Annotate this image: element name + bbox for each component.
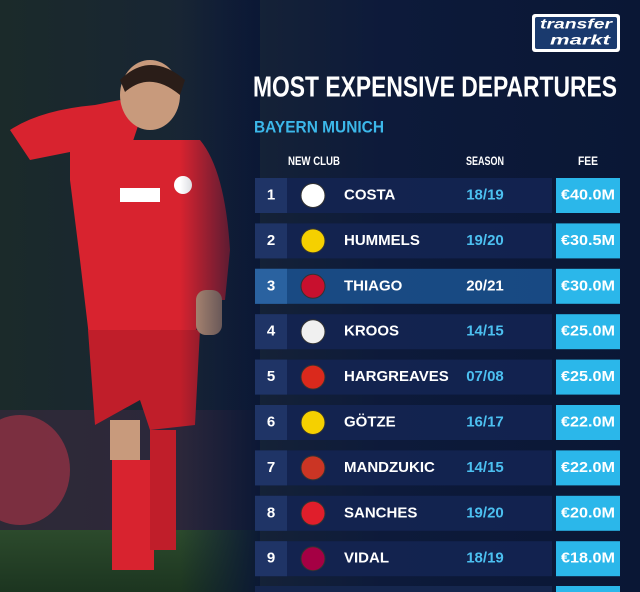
club-crest bbox=[300, 319, 326, 345]
club-crest bbox=[300, 500, 326, 526]
fee-box bbox=[556, 495, 620, 531]
logo: transfer markt bbox=[532, 14, 620, 52]
rank: 4 bbox=[267, 323, 276, 340]
table-row: 8 SANCHES 19/20 €20.0M bbox=[255, 495, 620, 531]
player-name: GÖTZE bbox=[344, 413, 396, 430]
player-name: HUMMELS bbox=[344, 232, 420, 249]
rank-box bbox=[255, 359, 287, 395]
club-crest bbox=[300, 273, 326, 299]
rank-box bbox=[255, 495, 287, 531]
logo-text: transfer bbox=[540, 16, 614, 32]
fee: €40.0M bbox=[561, 186, 615, 203]
subtitle: BAYERN MUNICH bbox=[254, 117, 384, 136]
table-row: 7 MANDZUKIC 14/15 €22.0M bbox=[255, 450, 620, 486]
fee: €25.0M bbox=[561, 368, 615, 385]
table-row: 6 GÖTZE 16/17 €22.0M bbox=[255, 405, 620, 440]
title: MOST EXPENSIVE DEPARTURES bbox=[253, 72, 617, 104]
logo-text: markt bbox=[550, 32, 612, 48]
rank-box bbox=[255, 314, 287, 350]
row-background bbox=[255, 541, 552, 577]
season: 19/20 bbox=[466, 504, 504, 521]
fee-box bbox=[556, 405, 620, 440]
rank-box bbox=[255, 405, 287, 440]
rank-box bbox=[255, 541, 287, 577]
rank: 6 bbox=[267, 413, 275, 430]
player-name: THIAGO bbox=[344, 277, 403, 294]
season: 14/15 bbox=[466, 323, 504, 340]
next-row-strip bbox=[556, 586, 620, 592]
rank-box bbox=[255, 223, 287, 259]
fee: €30.5M bbox=[561, 232, 615, 249]
fee: €22.0M bbox=[561, 459, 615, 476]
column-header: NEW CLUB bbox=[288, 154, 340, 168]
crowd-blur bbox=[0, 415, 70, 525]
rank-box bbox=[255, 268, 287, 304]
column-header: SEASON bbox=[466, 154, 504, 168]
club-crest bbox=[300, 455, 326, 481]
player-name: VIDAL bbox=[344, 550, 389, 567]
fee: €30.0M bbox=[561, 277, 615, 294]
club-crest bbox=[300, 546, 326, 572]
player-name: SANCHES bbox=[344, 504, 417, 521]
rank: 7 bbox=[267, 459, 275, 476]
table: 1 COSTA 18/19 €40.0M 2 HUMMELS 19/20 €30.5M 3 THI… bbox=[255, 178, 620, 577]
column-header: FEE bbox=[578, 154, 598, 168]
player-name: HARGREAVES bbox=[344, 368, 449, 385]
row-background bbox=[255, 268, 552, 304]
fade-overlay bbox=[180, 0, 260, 592]
logo-inner bbox=[535, 17, 617, 49]
next-row-strip bbox=[255, 586, 552, 592]
table-row: 2 HUMMELS 19/20 €30.5M bbox=[255, 223, 620, 259]
rank: 1 bbox=[267, 186, 275, 203]
season: 20/21 bbox=[466, 277, 504, 294]
club-crest bbox=[300, 228, 326, 254]
season: 19/20 bbox=[466, 232, 504, 249]
club-crest bbox=[300, 410, 326, 435]
rank: 9 bbox=[267, 550, 275, 567]
player-name: MANDZUKIC bbox=[344, 459, 435, 476]
fee-box bbox=[556, 268, 620, 304]
season: 18/19 bbox=[466, 186, 504, 203]
table-row: 3 THIAGO 20/21 €30.0M bbox=[255, 268, 620, 304]
fee: €18.0M bbox=[561, 550, 615, 567]
fee: €20.0M bbox=[561, 504, 615, 521]
table-row: 1 COSTA 18/19 €40.0M bbox=[255, 178, 620, 213]
season: 14/15 bbox=[466, 459, 504, 476]
fee-box bbox=[556, 541, 620, 577]
rank: 5 bbox=[267, 368, 275, 385]
rank: 2 bbox=[267, 232, 275, 249]
club-crest bbox=[300, 364, 326, 390]
table-row: 9 VIDAL 18/19 €18.0M bbox=[255, 541, 620, 577]
club-crest bbox=[300, 183, 326, 208]
season: 16/17 bbox=[466, 413, 504, 430]
row-background bbox=[255, 405, 552, 440]
table-row: 4 KROOS 14/15 €25.0M bbox=[255, 314, 620, 350]
rank-box bbox=[255, 178, 287, 213]
player-name: COSTA bbox=[344, 186, 396, 203]
fee-box bbox=[556, 178, 620, 213]
fee: €25.0M bbox=[561, 323, 615, 340]
rank-box bbox=[255, 450, 287, 486]
rank: 8 bbox=[267, 504, 275, 521]
fee-box bbox=[556, 450, 620, 486]
rank: 3 bbox=[267, 277, 275, 294]
fee-box bbox=[556, 314, 620, 350]
fee-box bbox=[556, 223, 620, 259]
season: 18/19 bbox=[466, 550, 504, 567]
player-name: KROOS bbox=[344, 323, 399, 340]
fee: €22.0M bbox=[561, 413, 615, 430]
row-background bbox=[255, 178, 552, 213]
table-row: 5 HARGREAVES 07/08 €25.0M bbox=[255, 359, 620, 395]
row-background bbox=[255, 314, 552, 350]
season: 07/08 bbox=[466, 368, 504, 385]
fee-box bbox=[556, 359, 620, 395]
